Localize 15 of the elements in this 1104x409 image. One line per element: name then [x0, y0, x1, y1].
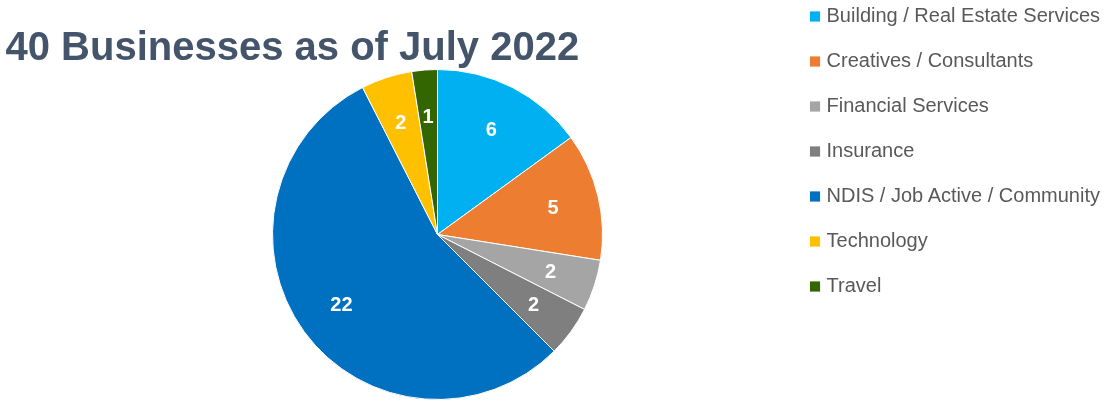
data-label: 22: [330, 293, 353, 316]
legend-label: Financial Services: [826, 94, 989, 117]
legend-label: Travel: [826, 274, 882, 297]
data-label: 5: [547, 195, 559, 218]
data-label: 2: [395, 110, 407, 133]
data-label: 2: [528, 293, 540, 316]
legend-label: NDIS / Job Active / Community: [826, 184, 1100, 207]
data-label: 1: [422, 105, 434, 128]
legend-label: Insurance: [826, 139, 915, 162]
legend-label: Creatives / Consultants: [826, 49, 1034, 72]
legend-label: Building / Real Estate Services: [826, 4, 1100, 27]
data-label: 2: [544, 260, 557, 283]
chart-title: 40 Businesses as of July 2022: [5, 23, 580, 68]
data-label: 6: [485, 117, 497, 140]
legend-label: Technology: [826, 229, 928, 252]
